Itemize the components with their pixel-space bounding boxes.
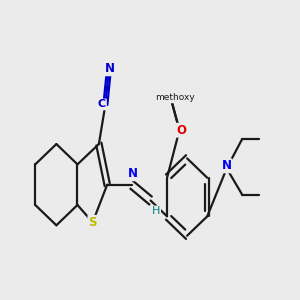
- Text: H: H: [152, 206, 160, 216]
- Text: N: N: [105, 62, 115, 75]
- Text: methoxy: methoxy: [155, 94, 195, 103]
- Text: S: S: [88, 216, 97, 229]
- Text: N: N: [222, 159, 232, 172]
- Text: N: N: [128, 167, 138, 180]
- Text: O: O: [176, 124, 186, 137]
- Text: C: C: [98, 99, 106, 110]
